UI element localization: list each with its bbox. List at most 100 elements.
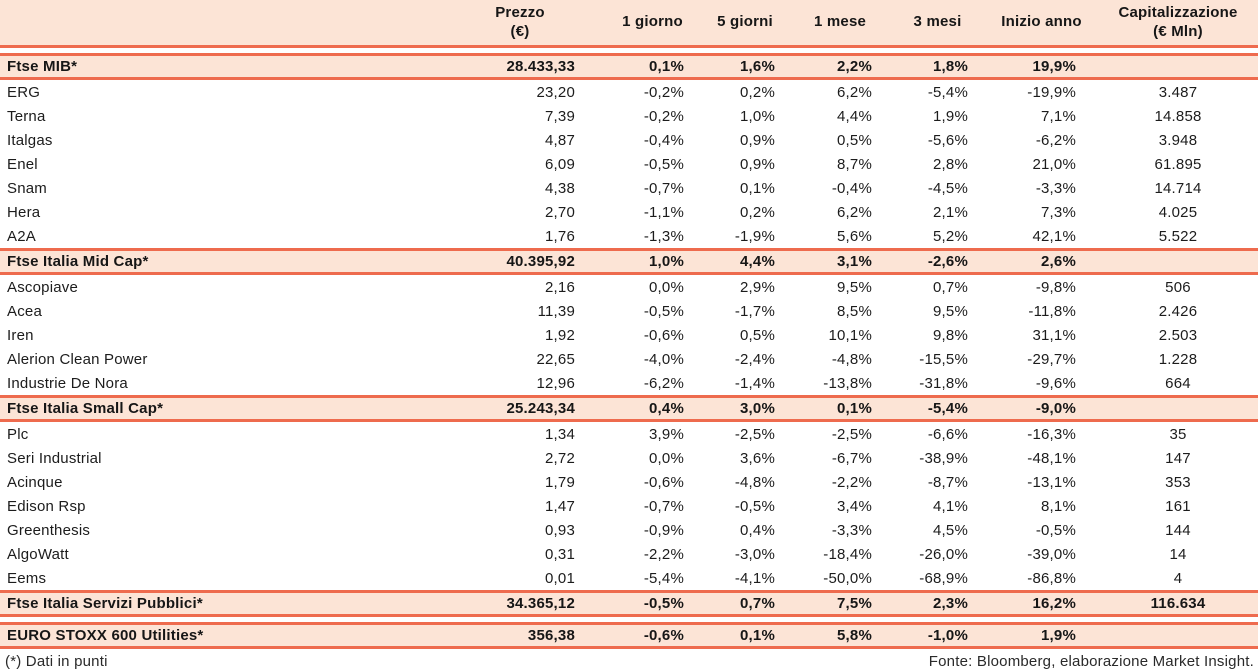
three-month-cell: -2,6% bbox=[890, 248, 985, 275]
five-day-cell: -1,4% bbox=[734, 374, 775, 392]
table-body: Ftse MIB* 28.433,33 0,1% 1,6% 2,2% 1,8% … bbox=[0, 46, 1258, 649]
name-cell: Industrie De Nora bbox=[7, 374, 128, 392]
three-month-cell: -5,4% bbox=[890, 395, 985, 422]
table-footer: (*) Dati in punti Fonte: Bloomberg, elab… bbox=[0, 649, 1258, 670]
five-day-cell: 2,9% bbox=[740, 278, 775, 296]
name-cell: Greenthesis bbox=[7, 521, 91, 539]
prezzo-cell: 1,47 bbox=[545, 497, 575, 515]
five-day-cell: -0,5% bbox=[734, 497, 775, 515]
stock-row: Alerion Clean Power 22,65 -4,0% -2,4% -4… bbox=[0, 347, 1258, 371]
three-month-cell: 2,1% bbox=[933, 203, 968, 221]
prezzo-cell: 7,39 bbox=[545, 107, 575, 125]
one-month-cell: 3,1% bbox=[790, 248, 890, 275]
stock-row: Edison Rsp 1,47 -0,7% -0,5% 3,4% 4,1% 8,… bbox=[0, 494, 1258, 518]
header-row: Prezzo (€) 1 giorno 5 giorni 1 mese 3 me… bbox=[0, 0, 1258, 48]
one-month-cell: 6,2% bbox=[837, 203, 872, 221]
column-header-label: Inizio anno bbox=[1001, 13, 1082, 31]
year-to-date-cell: 7,3% bbox=[1041, 203, 1076, 221]
prezzo-cell: 1,34 bbox=[545, 425, 575, 443]
separator-gap-cell bbox=[0, 46, 1258, 55]
name-cell: Eems bbox=[7, 569, 47, 587]
year-to-date-cell: 31,1% bbox=[1032, 326, 1076, 344]
one-month-cell: -6,7% bbox=[831, 449, 872, 467]
prezzo-cell: 12,96 bbox=[536, 374, 575, 392]
capitalization-cell bbox=[1098, 622, 1258, 649]
three-month-cell: 9,5% bbox=[933, 302, 968, 320]
one-month-cell: -18,4% bbox=[823, 545, 872, 563]
capitalization-cell bbox=[1098, 248, 1258, 275]
three-month-cell: 5,2% bbox=[933, 227, 968, 245]
year-to-date-cell: -0,5% bbox=[1035, 521, 1076, 539]
name-cell: Plc bbox=[7, 425, 29, 443]
one-month-cell: -4,8% bbox=[831, 350, 872, 368]
prezzo-cell: 1,76 bbox=[545, 227, 575, 245]
five-day-cell: 0,2% bbox=[740, 203, 775, 221]
three-month-cell: 4,1% bbox=[933, 497, 968, 515]
stock-row: ERG 23,20 -0,2% 0,2% 6,2% -5,4% -19,9% 3… bbox=[0, 79, 1258, 105]
year-to-date-cell: -86,8% bbox=[1027, 569, 1076, 587]
capitalization-cell: 5.522 bbox=[1158, 227, 1198, 245]
one-day-cell: -0,7% bbox=[643, 179, 684, 197]
one-month-cell: -3,3% bbox=[831, 521, 872, 539]
one-day-cell: 0,4% bbox=[605, 395, 700, 422]
year-to-date-cell: -3,3% bbox=[1035, 179, 1076, 197]
stock-row: A2A 1,76 -1,3% -1,9% 5,6% 5,2% 42,1% 5.5… bbox=[0, 224, 1258, 250]
name-cell: Ftse Italia Mid Cap* bbox=[0, 248, 435, 275]
name-cell: Acinque bbox=[7, 473, 63, 491]
one-day-cell: 0,0% bbox=[649, 449, 684, 467]
stock-row: Acea 11,39 -0,5% -1,7% 8,5% 9,5% -11,8% … bbox=[0, 299, 1258, 323]
five-day-cell: -3,0% bbox=[734, 545, 775, 563]
five-day-cell: 0,5% bbox=[740, 326, 775, 344]
one-day-cell: -0,5% bbox=[605, 590, 700, 617]
three-month-cell: -38,9% bbox=[919, 449, 968, 467]
stock-row: Greenthesis 0,93 -0,9% 0,4% -3,3% 4,5% -… bbox=[0, 518, 1258, 542]
column-header-label: 5 giorni bbox=[717, 13, 773, 31]
year-to-date-cell: -9,8% bbox=[1035, 278, 1076, 296]
one-day-cell: -0,9% bbox=[643, 521, 684, 539]
three-month-cell: -15,5% bbox=[919, 350, 968, 368]
prezzo-cell: 6,09 bbox=[545, 155, 575, 173]
one-month-cell: 3,4% bbox=[837, 497, 872, 515]
capitalization-cell: 116.634 bbox=[1098, 590, 1258, 617]
five-day-cell: 0,2% bbox=[740, 83, 775, 101]
five-day-cell: -2,5% bbox=[734, 425, 775, 443]
five-day-cell: 0,9% bbox=[740, 131, 775, 149]
year-to-date-cell: 16,2% bbox=[985, 590, 1098, 617]
one-month-cell: 8,7% bbox=[837, 155, 872, 173]
name-cell: Ascopiave bbox=[7, 278, 79, 296]
year-to-date-cell: -29,7% bbox=[1027, 350, 1076, 368]
three-month-cell: 9,8% bbox=[933, 326, 968, 344]
one-day-cell: -0,5% bbox=[643, 155, 684, 173]
one-month-cell: 6,2% bbox=[837, 83, 872, 101]
separator-gap bbox=[0, 615, 1258, 624]
stock-row: Enel 6,09 -0,5% 0,9% 8,7% 2,8% 21,0% 61.… bbox=[0, 152, 1258, 176]
prezzo-cell: 356,38 bbox=[435, 622, 605, 649]
one-day-cell: 0,1% bbox=[605, 53, 700, 80]
separator-gap bbox=[0, 46, 1258, 55]
column-header-inizio-anno: Inizio anno bbox=[985, 0, 1098, 48]
capitalization-cell: 1.228 bbox=[1158, 350, 1198, 368]
year-to-date-cell: -16,3% bbox=[1027, 425, 1076, 443]
one-month-cell: 0,1% bbox=[790, 395, 890, 422]
prezzo-cell: 1,79 bbox=[545, 473, 575, 491]
one-month-cell: -50,0% bbox=[823, 569, 872, 587]
three-month-cell: -26,0% bbox=[919, 545, 968, 563]
five-day-cell: 0,4% bbox=[740, 521, 775, 539]
prezzo-cell: 34.365,12 bbox=[435, 590, 605, 617]
column-header-blank bbox=[0, 0, 435, 48]
prezzo-cell: 0,93 bbox=[545, 521, 575, 539]
name-cell: Alerion Clean Power bbox=[7, 350, 148, 368]
stock-row: Industrie De Nora 12,96 -6,2% -1,4% -13,… bbox=[0, 371, 1258, 397]
one-month-cell: 8,5% bbox=[837, 302, 872, 320]
year-to-date-cell: -39,0% bbox=[1027, 545, 1076, 563]
three-month-cell: -31,8% bbox=[919, 374, 968, 392]
name-cell: ERG bbox=[7, 83, 41, 101]
name-cell: Snam bbox=[7, 179, 47, 197]
index-row: EURO STOXX 600 Utilities* 356,38 -0,6% 0… bbox=[0, 622, 1258, 649]
five-day-cell: -1,7% bbox=[734, 302, 775, 320]
one-day-cell: -0,5% bbox=[643, 302, 684, 320]
capitalization-cell: 35 bbox=[1169, 425, 1187, 443]
source-note: Fonte: Bloomberg, elaborazione Market In… bbox=[928, 653, 1254, 670]
three-month-cell: -5,4% bbox=[927, 83, 968, 101]
capitalization-cell: 2.503 bbox=[1158, 326, 1198, 344]
